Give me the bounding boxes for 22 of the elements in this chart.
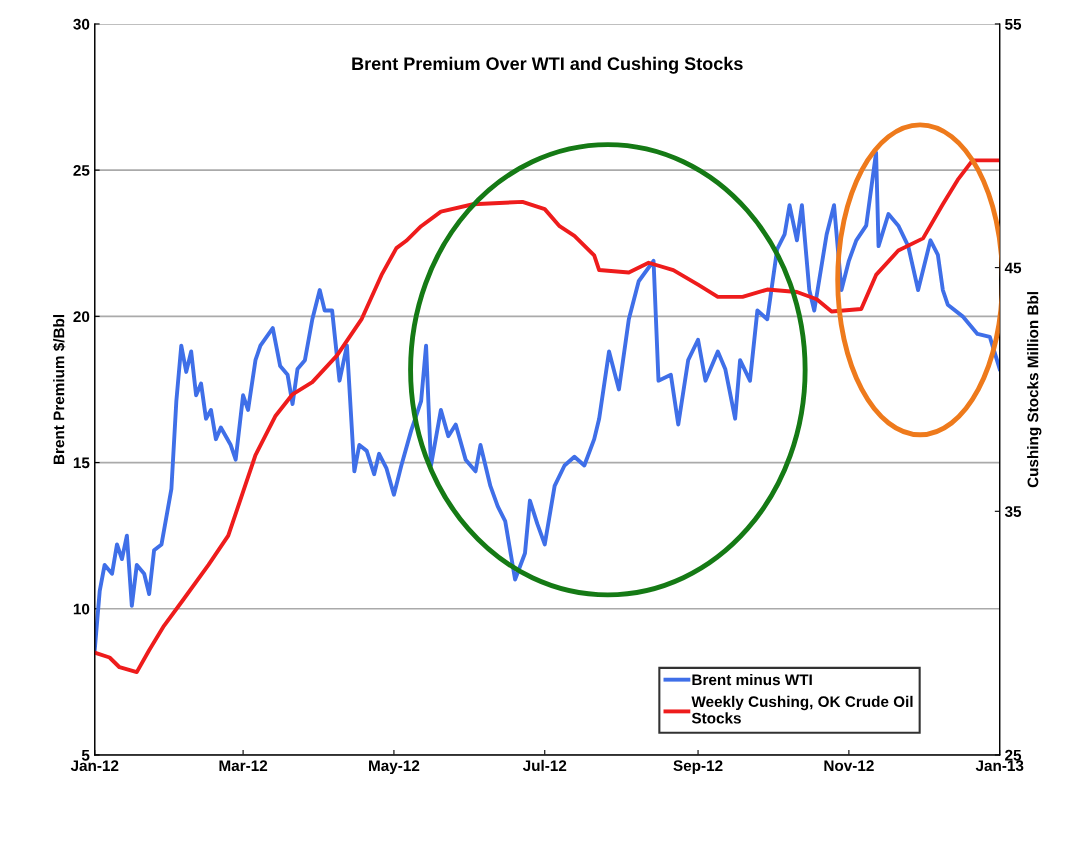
y-tick-label: 25 [73, 165, 90, 176]
legend-label: Brent minus WTI [692, 673, 812, 686]
text: Brent Premium Over WTI and Cushing Stocks [352, 56, 743, 74]
y2-tick-label: 45 [1004, 262, 1022, 274]
y-tick-label: 30 [73, 18, 90, 30]
x-tick-label: Nov-12 [824, 760, 874, 772]
y2-tick-label: 35 [1004, 506, 1022, 517]
y2-tick-label: 55 [1005, 18, 1022, 30]
y-tick-label: 15 [73, 457, 90, 469]
x-tick-label: Jan-13 [975, 760, 1024, 772]
y-tick-label: 10 [73, 603, 90, 615]
x-tick-label: Jan-12 [70, 760, 119, 772]
y2-axis-title: Cushing Stocks Million Bbl [1027, 292, 1042, 488]
y-tick-label: 20 [73, 311, 90, 323]
legend-label: Weekly Cushing, OK Crude Oil Stocks [691, 695, 913, 724]
x-tick-label: May-12 [369, 760, 420, 775]
y-axis-title: Brent Premium $/Bbl [52, 314, 66, 464]
x-tick-label: Mar-12 [219, 760, 268, 772]
x-tick-label: Sep-12 [673, 760, 723, 775]
y2-tick-label: 25 [1005, 749, 1022, 761]
x-tick-label: Jul-12 [522, 759, 567, 772]
y-tick-label: 5 [81, 749, 90, 761]
